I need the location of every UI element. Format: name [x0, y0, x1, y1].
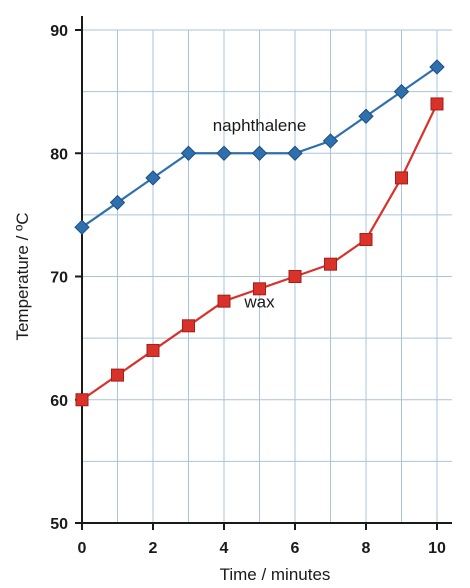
x-tick-label: 8 [362, 540, 371, 557]
series-annotation: naphthalene [213, 116, 307, 135]
y-tick-label: 60 [50, 393, 68, 410]
x-tick-label: 6 [291, 540, 300, 557]
naphthalene-point [145, 170, 161, 186]
wax-point [182, 319, 195, 333]
x-tick-label: 0 [78, 540, 87, 557]
wax-point [430, 97, 444, 111]
wax-point [111, 368, 124, 382]
x-tick-label: 2 [149, 540, 158, 557]
wax-point [217, 294, 231, 308]
wax-point [146, 343, 160, 357]
wax-point [324, 257, 337, 271]
naphthalene-point [358, 108, 374, 124]
wax-point [288, 270, 302, 283]
x-tick-label: 4 [220, 540, 229, 557]
naphthalene-point [429, 59, 445, 75]
naphthalene-point [109, 194, 126, 211]
naphthalene-point [74, 219, 90, 235]
naphthalene-point [393, 83, 410, 100]
wax-point [75, 393, 89, 407]
wax-point [395, 171, 408, 185]
axes [75, 16, 452, 530]
series-markers [74, 59, 445, 407]
grid [82, 29, 452, 523]
series-annotation: wax [243, 292, 275, 311]
annotations: naphthalene wax [213, 116, 307, 311]
y-tick-label: 80 [50, 146, 68, 163]
naphthalene-point [251, 145, 268, 161]
y-tick-label: 90 [50, 23, 68, 40]
naphthalene-point [216, 145, 232, 161]
x-axis-title: Time / minutes [220, 565, 331, 584]
y-tick-label: 70 [50, 270, 68, 287]
y-tick-label: 50 [50, 516, 68, 533]
naphthalene-point [287, 145, 303, 161]
naphthalene-point [322, 133, 339, 149]
wax-point [359, 233, 373, 247]
y-axis-title: Temperature / ºC [13, 212, 32, 340]
wax-point [253, 282, 266, 296]
naphthalene-point [180, 145, 197, 161]
tick-labels: 50 60 70 80 90 0 2 4 6 8 10 [50, 23, 446, 557]
x-tick-label: 10 [428, 540, 446, 557]
